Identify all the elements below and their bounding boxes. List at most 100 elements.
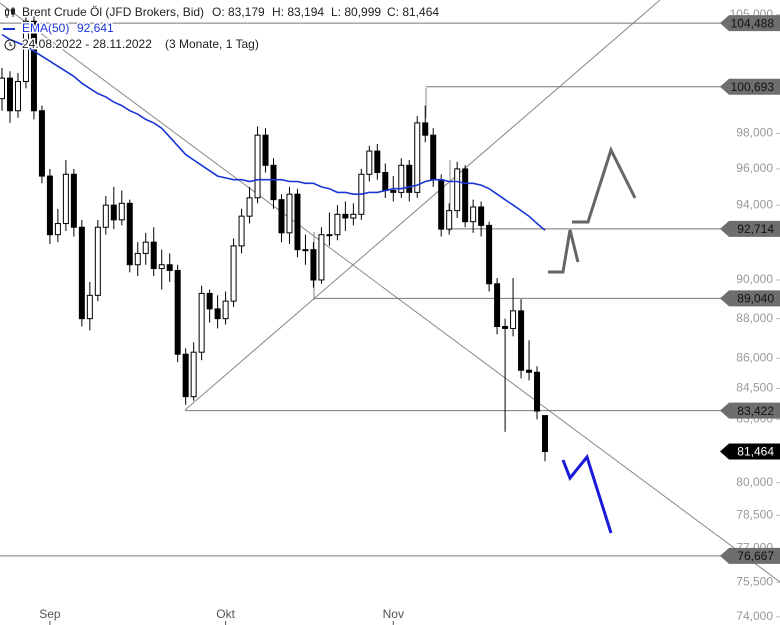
candle-body [246,197,253,217]
candle-body [206,292,213,310]
candle-body [174,269,181,355]
candle-body [278,199,285,234]
price-tags: 104,488 100,693 92,714 89,040 83,422 76,667 81… [720,15,780,564]
candle-body [430,134,437,181]
candle-body [254,134,261,199]
level-label: 83,422 [737,404,774,418]
header: Brent Crude Öl (JFD Brokers, Bid) O: 83,… [3,4,441,53]
candle-body [182,353,189,398]
candle-body [110,204,117,221]
candle-body [38,110,45,177]
candle-body [126,202,133,266]
candle-body [390,190,397,193]
candle-body [190,351,197,398]
candle-body [334,213,341,236]
candle-body [294,193,301,251]
candle-body [326,234,333,237]
candle-body [542,415,549,452]
candle-body [414,122,421,193]
candle-body [486,224,493,285]
candle-body [54,223,61,236]
projection [561,453,613,534]
candle-body [494,283,501,327]
candle-body [222,300,229,320]
candle-body [0,77,5,100]
candle-body [342,213,349,219]
candle-body [238,215,245,247]
candle-body [142,241,149,254]
level-label: 76,667 [737,549,774,563]
y-tick-label: 86,000 [736,350,773,364]
candle-body [502,325,509,329]
candle-body [30,20,37,112]
candle-body [230,245,237,302]
icons [3,7,16,51]
level-tag [720,15,780,32]
last-price-label: 81,464 [737,445,774,459]
candle-body [454,168,461,212]
y-axis: 105,00098,00096,00094,00090,00088,00086,… [730,7,780,623]
levels [0,22,722,557]
candle-body [526,369,533,373]
candles [0,11,549,462]
level-label: 104,488 [731,16,775,30]
ema-value: 92,641 [77,21,114,35]
candle-body [62,173,69,225]
trend-line [184,0,661,411]
candle-body [6,77,13,112]
close-label: C: 81,464 [387,5,439,19]
level-tag [720,220,780,237]
candle-body [198,292,205,353]
trend-line [0,2,780,583]
candle-body [510,310,517,329]
x-tick-label: Sep [39,607,61,621]
x-axis: Sep Okt Nov [39,607,404,625]
candle-body [166,264,173,271]
candle-body [22,20,29,83]
x-tick-label: Nov [383,607,404,621]
candle-body [350,213,357,219]
candle-body [150,241,157,270]
candle-body [158,264,165,270]
candle-body [406,164,413,193]
candle-body [46,175,53,236]
level-tag [720,78,780,95]
span: (3 Monate, 1 Tag) [165,37,259,51]
candle-body [462,168,469,223]
ema-legend: EMA(50) [22,21,69,35]
level-label: 89,040 [737,292,774,306]
last-price-tag [720,443,780,460]
y-tick-label: 94,000 [736,197,773,211]
y-tick-label: 80,000 [736,475,773,489]
projection [548,229,580,274]
ema-line [1,33,546,231]
y-tick-label: 88,000 [736,311,773,325]
level-label: 100,693 [731,80,775,94]
y-tick-label: 78,500 [736,507,773,521]
candle-body [422,122,429,136]
candle-body [118,202,125,221]
candle-body [70,173,77,228]
candle-body [286,193,293,234]
candle-body [398,164,405,193]
y-tick-label: 84,500 [736,381,773,395]
projection [572,146,637,224]
drawings [0,0,780,583]
candle-body [78,226,85,320]
candle-body [14,81,21,112]
candle-body [318,234,325,281]
level-tag [720,290,780,307]
candle-body [438,179,445,230]
candle-body [86,294,93,320]
candle-body [134,252,141,266]
candle-body [382,171,389,192]
level-label: 92,714 [737,222,774,236]
candle-body [366,150,373,175]
candle-body [534,371,541,412]
low-label: L: 80,999 [331,5,381,19]
title: Brent Crude Öl (JFD Brokers, Bid) [22,5,204,19]
y-tick-label: 90,000 [736,272,773,286]
period: 24.08.2022 - 28.11.2022 [22,37,152,51]
